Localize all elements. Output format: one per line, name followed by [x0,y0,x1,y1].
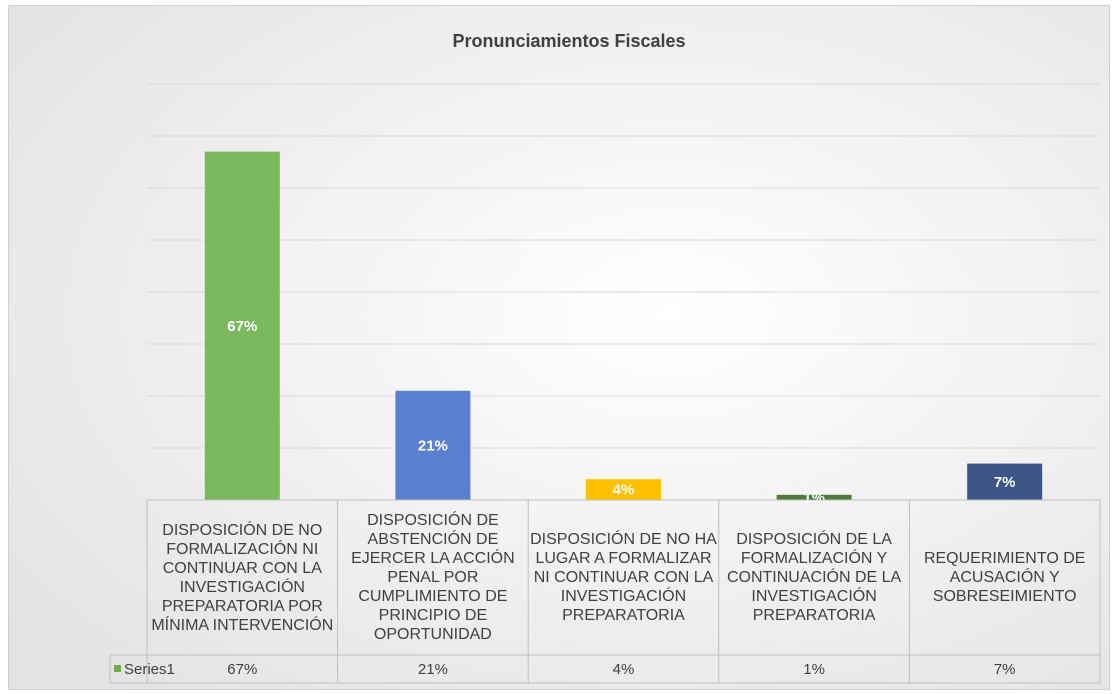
category-label: DISPOSICIÓN DE ABSTENCIÓN DE EJERCER LA … [351,512,515,643]
bar [395,390,471,500]
legend-key [114,665,121,672]
category-label: DISPOSICIÓN DE NO HA LUGAR A FORMALIZAR … [530,531,717,624]
data-label: 21% [418,437,448,454]
table-value: 1% [803,661,825,678]
chart-title: Pronunciamientos Fiscales [452,31,685,51]
table-value: 67% [227,661,257,678]
data-label: 67% [227,318,257,335]
table-value: 21% [418,661,448,678]
bar [586,479,661,500]
legend-entry: Series1 [124,661,175,678]
table-value: 7% [994,661,1016,678]
data-label: 7% [994,474,1016,491]
bar [204,151,280,500]
data-label: 1% [803,489,825,506]
category-label: DISPOSICIÓN DE NO FORMALIZACIÓN NI CONTI… [151,521,334,634]
bar [967,463,1043,500]
chart-area [8,5,1110,690]
category-label: REQUERIMIENTO DE ACUSACIÓN Y SOBRESEIMIE… [923,550,1086,605]
bar [776,494,852,500]
data-label: 4% [613,482,635,499]
table-value: 4% [613,661,635,678]
category-label: DISPOSICIÓN DE LA FORMALIZACIÓN Y CONTIN… [726,531,902,624]
